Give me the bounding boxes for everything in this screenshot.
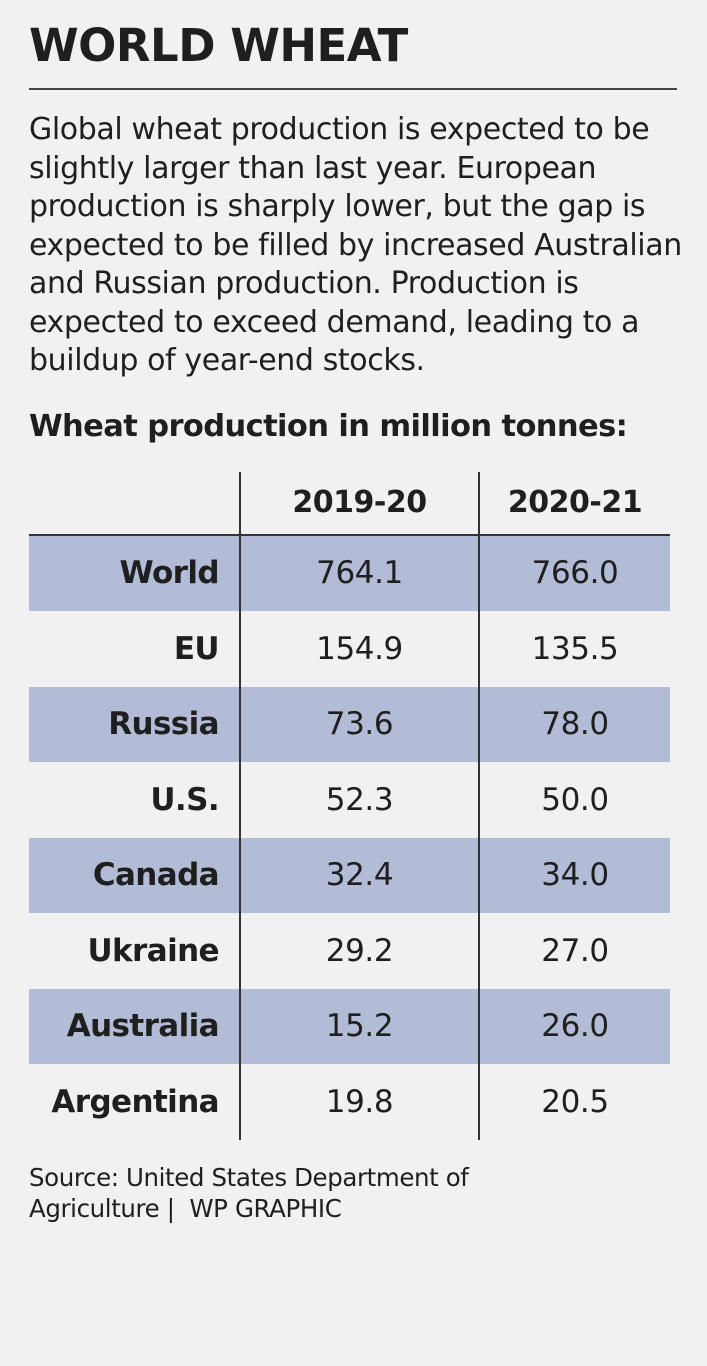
value-2020-21: 26.0 bbox=[478, 988, 670, 1064]
value-2020-21: 135.5 bbox=[478, 611, 670, 687]
value-2020-21: 78.0 bbox=[478, 686, 670, 762]
table-row: U.S. 52.3 50.0 bbox=[29, 762, 670, 838]
graphic-title: WORLD WHEAT bbox=[29, 19, 408, 72]
row-region-label: Russia bbox=[29, 686, 240, 762]
value-2020-21: 27.0 bbox=[478, 913, 670, 989]
row-region-label: Argentina bbox=[29, 1064, 240, 1140]
source-line-1: Source: United States Department of bbox=[29, 1162, 469, 1192]
title-divider bbox=[29, 88, 677, 90]
value-2019-20: 73.6 bbox=[239, 686, 479, 762]
row-region-label: U.S. bbox=[29, 762, 240, 838]
table-row: Ukraine 29.2 27.0 bbox=[29, 913, 670, 989]
header-2019-20: 2019-20 bbox=[239, 471, 479, 536]
header-2020-21: 2020-21 bbox=[478, 471, 670, 536]
header-region bbox=[29, 471, 240, 536]
row-region-label: Ukraine bbox=[29, 913, 240, 989]
value-2019-20: 764.1 bbox=[239, 534, 479, 611]
table-row: Canada 32.4 34.0 bbox=[29, 837, 670, 913]
row-region-label: EU bbox=[29, 611, 240, 687]
table-header-row: 2019-20 2020-21 bbox=[29, 471, 670, 536]
value-2019-20: 52.3 bbox=[239, 762, 479, 838]
value-2019-20: 32.4 bbox=[239, 837, 479, 913]
value-2020-21: 50.0 bbox=[478, 762, 670, 838]
table-row: EU 154.9 135.5 bbox=[29, 611, 670, 687]
table-row: Russia 73.6 78.0 bbox=[29, 686, 670, 762]
production-table: 2019-20 2020-21 World 764.1 766.0 EU 154.9 13… bbox=[29, 471, 670, 1140]
source-line-2: Agriculture | WP GRAPHIC bbox=[29, 1193, 342, 1223]
intro-text: Global wheat production is expected to b… bbox=[29, 112, 682, 378]
value-2020-21: 766.0 bbox=[478, 534, 670, 611]
row-region-label: Australia bbox=[29, 988, 240, 1064]
source-credit: Source: United States Department of Agri… bbox=[29, 1162, 677, 1224]
row-region-label: World bbox=[29, 534, 240, 611]
value-2019-20: 29.2 bbox=[239, 913, 479, 989]
table-body: World 764.1 766.0 EU 154.9 135.5 Russia 73.6 78.… bbox=[29, 534, 670, 1140]
value-2019-20: 154.9 bbox=[239, 611, 479, 687]
value-2019-20: 19.8 bbox=[239, 1064, 479, 1140]
table-row: Argentina 19.8 20.5 bbox=[29, 1064, 670, 1140]
graphic: WORLD WHEAT Global wheat production is e… bbox=[29, 18, 682, 1224]
value-2020-21: 20.5 bbox=[478, 1064, 670, 1140]
value-2020-21: 34.0 bbox=[478, 837, 670, 913]
row-region-label: Canada bbox=[29, 837, 240, 913]
table-row: Australia 15.2 26.0 bbox=[29, 988, 670, 1064]
value-2019-20: 15.2 bbox=[239, 988, 479, 1064]
table-title: Wheat production in million tonnes: bbox=[29, 408, 628, 444]
table-row: World 764.1 766.0 bbox=[29, 534, 670, 611]
